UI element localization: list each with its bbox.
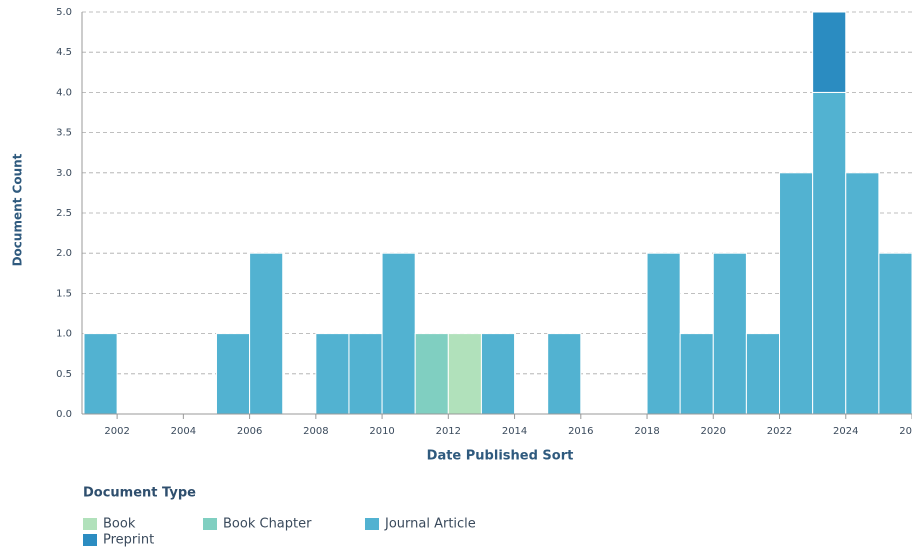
x-tick-label: 2016: [568, 426, 593, 437]
x-tick-label: 2022: [767, 426, 792, 437]
x-tick-label: 2004: [171, 426, 196, 437]
bar: [315, 333, 350, 415]
x-tick-label: 2026: [899, 426, 912, 437]
x-tick-label: 2018: [634, 426, 659, 437]
bar: [779, 172, 814, 415]
x-tick-label: 2024: [833, 426, 858, 437]
legend-label: Preprint: [103, 533, 154, 548]
legend-swatch: [83, 518, 97, 530]
bar: [447, 333, 482, 415]
bar: [414, 333, 449, 415]
x-tick-label: 2008: [303, 426, 328, 437]
x-axis-title: Date Published Sort: [427, 449, 574, 464]
bar: [845, 172, 880, 415]
legend-swatch: [365, 518, 379, 530]
y-axis-title: Document Count: [11, 153, 25, 266]
y-tick-label: 1.0: [56, 329, 72, 340]
bar: [547, 333, 582, 415]
bar: [812, 11, 847, 93]
y-tick-label: 4.5: [56, 47, 72, 58]
y-tick-label: 0.5: [56, 369, 72, 380]
y-tick-label: 2.0: [56, 248, 72, 259]
y-tick-label: 5.0: [56, 7, 72, 18]
bar: [812, 91, 847, 415]
bar: [215, 333, 251, 415]
x-tick-label: 2020: [701, 426, 726, 437]
legend-label: Book Chapter: [223, 517, 312, 532]
bar: [745, 333, 781, 415]
legend-title: Document Type: [83, 486, 196, 501]
bar: [712, 252, 747, 415]
bar: [348, 333, 383, 415]
y-tick-label: 2.5: [56, 208, 72, 219]
y-tick-label: 1.5: [56, 288, 72, 299]
x-tick-label: 2006: [237, 426, 262, 437]
y-tick-label: 0.0: [56, 409, 72, 420]
legend-swatch: [203, 518, 217, 530]
legend-label: Book: [103, 517, 136, 532]
bar: [249, 252, 284, 415]
bar: [381, 252, 416, 415]
bar: [679, 333, 714, 415]
bar: [83, 333, 118, 415]
y-tick-label: 3.0: [56, 168, 72, 179]
bar: [878, 252, 912, 415]
y-tick-label: 3.5: [56, 128, 72, 139]
x-tick-label: 2002: [104, 426, 129, 437]
x-tick-label: 2010: [369, 426, 394, 437]
legend-swatch: [83, 534, 97, 546]
legend-label: Journal Article: [384, 517, 476, 532]
bar: [480, 333, 516, 415]
y-tick-label: 4.0: [56, 87, 72, 98]
x-tick-label: 2014: [502, 426, 527, 437]
x-tick-label: 2012: [436, 426, 461, 437]
bar: [646, 252, 681, 415]
